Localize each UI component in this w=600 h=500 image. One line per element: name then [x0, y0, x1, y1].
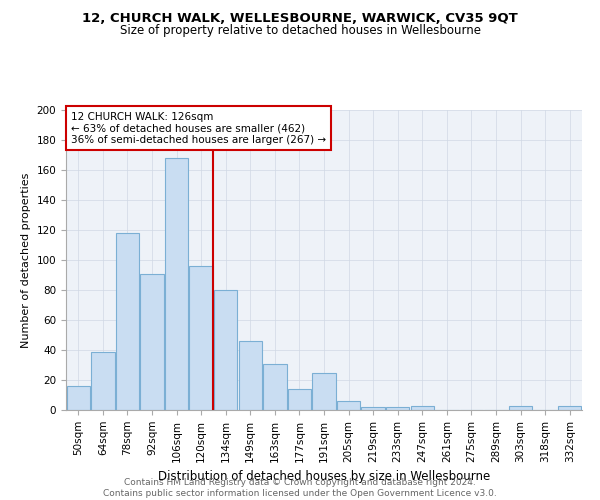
X-axis label: Distribution of detached houses by size in Wellesbourne: Distribution of detached houses by size …	[158, 470, 490, 483]
Text: Size of property relative to detached houses in Wellesbourne: Size of property relative to detached ho…	[119, 24, 481, 37]
Bar	[190, 266, 213, 410]
Text: Contains HM Land Registry data © Crown copyright and database right 2024.
Contai: Contains HM Land Registry data © Crown c…	[103, 478, 497, 498]
Y-axis label: Number of detached properties: Number of detached properties	[21, 172, 31, 348]
Bar	[337, 401, 360, 410]
Bar	[165, 158, 188, 410]
Bar	[239, 341, 262, 410]
Bar	[558, 406, 581, 410]
Text: 12 CHURCH WALK: 126sqm
← 63% of detached houses are smaller (462)
36% of semi-de: 12 CHURCH WALK: 126sqm ← 63% of detached…	[71, 112, 326, 144]
Bar	[361, 407, 385, 410]
Bar	[288, 389, 311, 410]
Bar	[214, 290, 238, 410]
Bar	[91, 352, 115, 410]
Bar	[386, 407, 409, 410]
Bar	[116, 233, 139, 410]
Bar	[509, 406, 532, 410]
Bar	[313, 372, 335, 410]
Bar	[67, 386, 90, 410]
Bar	[140, 274, 164, 410]
Bar	[410, 406, 434, 410]
Bar	[263, 364, 287, 410]
Text: 12, CHURCH WALK, WELLESBOURNE, WARWICK, CV35 9QT: 12, CHURCH WALK, WELLESBOURNE, WARWICK, …	[82, 12, 518, 26]
